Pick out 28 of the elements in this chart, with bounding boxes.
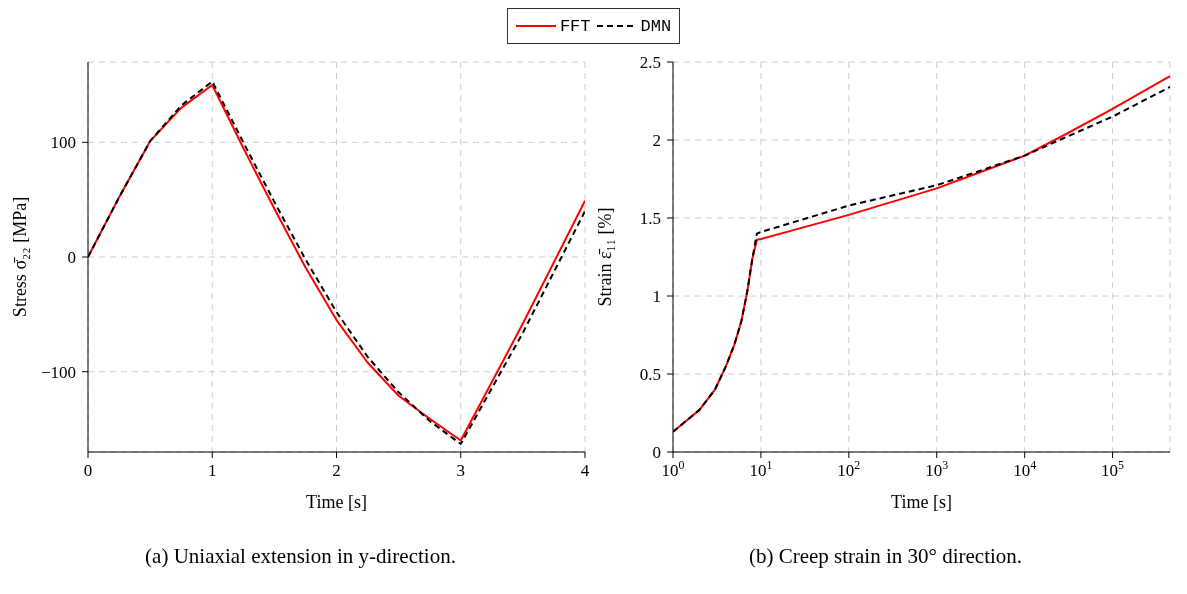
x-tick-label: 0: [83, 461, 93, 480]
x-tick-label: 1: [208, 461, 217, 480]
x-tick-label: 10$^{5}$: [1101, 458, 1125, 480]
x-tick-label: 10$^{4}$: [1013, 458, 1037, 480]
x-axis-title: Time [s]: [891, 492, 952, 512]
x-tick-label: 4: [580, 461, 590, 480]
y-axis-title: Stress σ̄₂₂ [MPa]: [10, 196, 31, 318]
x-tick-label: 10$^{0}$: [661, 458, 685, 480]
y-tick-label: −100: [40, 362, 76, 382]
x-tick-label: 2: [332, 461, 341, 480]
y-tick-label: 1.5: [639, 209, 661, 228]
y-tick-label: 100: [50, 133, 76, 153]
x-tick-label: 10$^{1}$: [749, 458, 773, 480]
y-tick-label: 2.5: [639, 53, 661, 72]
x-tick-label: 3: [456, 461, 465, 480]
legend-label: DMN: [640, 16, 672, 36]
x-axis-title: Time [s]: [306, 492, 367, 512]
y-tick-label: 1: [652, 287, 661, 306]
x-tick-label: 10$^{3}$: [925, 458, 949, 480]
y-tick-label: 0: [67, 248, 76, 267]
text: (a) Uniaxial extension in y-direction.: [144, 544, 457, 569]
y-tick-label: 0: [652, 443, 661, 462]
text: (b) Creep strain in 30° direction.: [747, 544, 1024, 569]
y-tick-label: 2: [652, 131, 661, 150]
y-axis-title: Strain ε̄₁₁ [%]: [595, 207, 616, 307]
legend-label: FFT: [559, 16, 591, 36]
x-tick-label: 10$^{2}$: [837, 458, 861, 480]
y-tick-label: 0.5: [639, 365, 661, 384]
